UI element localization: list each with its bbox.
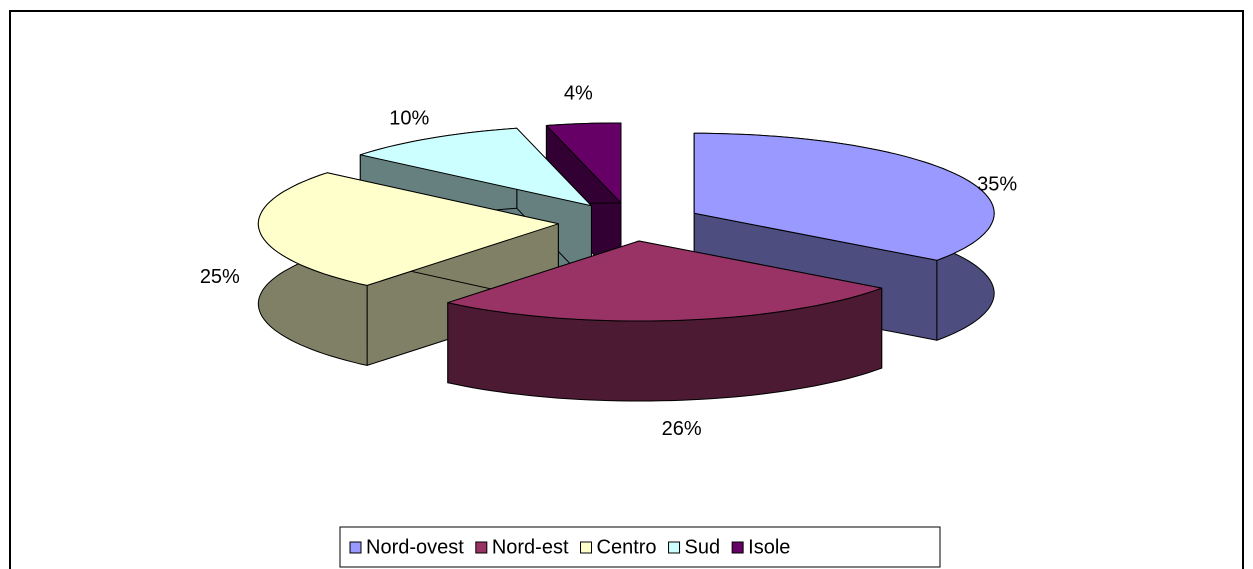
- legend-swatch: [731, 541, 744, 554]
- slice: [693, 132, 995, 261]
- legend-label: Centro: [597, 536, 657, 558]
- legend-swatch: [349, 541, 362, 554]
- legend-label: Sud: [685, 536, 721, 558]
- legend: Nord-ovest Nord-est Centro Sud Isole: [349, 536, 790, 558]
- legend-swatch: [475, 541, 488, 554]
- slice: [545, 122, 622, 204]
- data-label: 10%: [389, 107, 429, 129]
- data-label: 35%: [977, 173, 1017, 195]
- pie: 4% 10% 35% 25% 26%: [200, 82, 1018, 440]
- legend-label: Isole: [748, 536, 790, 558]
- slice: [359, 127, 592, 207]
- legend-box: [339, 526, 941, 568]
- legend-label: Nord-est: [492, 536, 569, 558]
- legend-swatch: [580, 541, 593, 554]
- slice: [447, 240, 883, 322]
- chart-frame: [9, 10, 1244, 569]
- data-label: 26%: [662, 418, 702, 440]
- legend-label: Nord-ovest: [366, 536, 464, 558]
- data-label: 25%: [200, 266, 240, 288]
- legend-swatch: [668, 541, 681, 554]
- data-label: 4%: [564, 82, 593, 104]
- slice: [257, 172, 559, 286]
